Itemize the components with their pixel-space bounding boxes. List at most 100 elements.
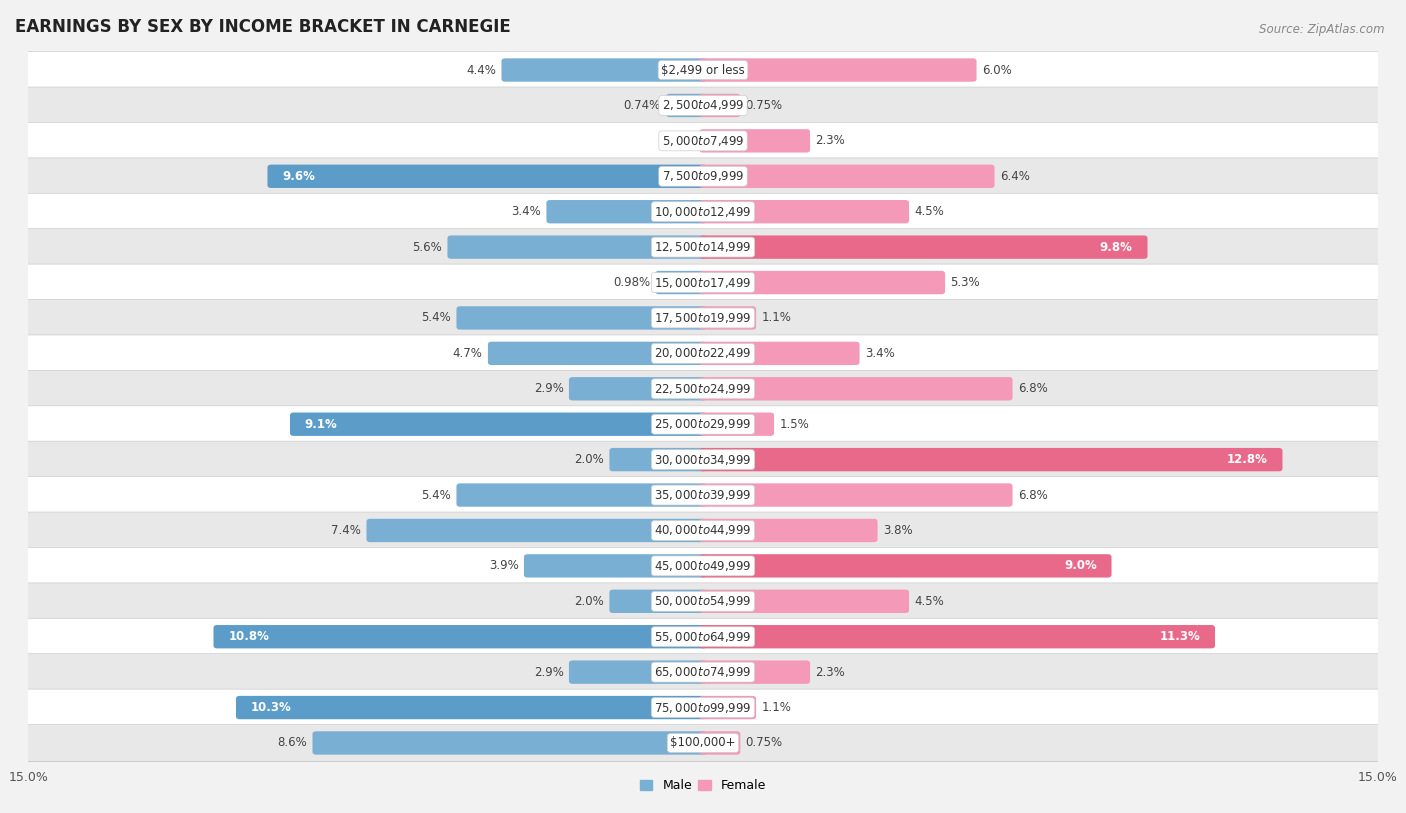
Text: 2.3%: 2.3% xyxy=(815,134,845,147)
Text: $40,000 to $44,999: $40,000 to $44,999 xyxy=(654,524,752,537)
Text: $65,000 to $74,999: $65,000 to $74,999 xyxy=(654,665,752,679)
FancyBboxPatch shape xyxy=(27,158,1379,194)
Text: $45,000 to $49,999: $45,000 to $49,999 xyxy=(654,559,752,573)
Text: $22,500 to $24,999: $22,500 to $24,999 xyxy=(654,382,752,396)
Text: $30,000 to $34,999: $30,000 to $34,999 xyxy=(654,453,752,467)
Text: $17,500 to $19,999: $17,500 to $19,999 xyxy=(654,311,752,325)
FancyBboxPatch shape xyxy=(569,660,707,684)
Text: 11.3%: 11.3% xyxy=(1160,630,1201,643)
Text: 8.6%: 8.6% xyxy=(277,737,307,750)
FancyBboxPatch shape xyxy=(27,547,1379,585)
FancyBboxPatch shape xyxy=(699,448,1282,472)
FancyBboxPatch shape xyxy=(699,696,756,720)
FancyBboxPatch shape xyxy=(236,696,707,720)
Text: $5,000 to $7,499: $5,000 to $7,499 xyxy=(662,134,744,148)
FancyBboxPatch shape xyxy=(27,441,1379,478)
FancyBboxPatch shape xyxy=(27,654,1379,690)
FancyBboxPatch shape xyxy=(457,484,707,506)
FancyBboxPatch shape xyxy=(699,341,859,365)
Text: 5.4%: 5.4% xyxy=(422,311,451,324)
Text: $7,500 to $9,999: $7,500 to $9,999 xyxy=(662,169,744,183)
FancyBboxPatch shape xyxy=(27,123,1379,159)
FancyBboxPatch shape xyxy=(367,519,707,542)
FancyBboxPatch shape xyxy=(27,335,1379,372)
Text: $12,500 to $14,999: $12,500 to $14,999 xyxy=(654,240,752,254)
Text: 9.1%: 9.1% xyxy=(305,418,337,431)
Text: 3.8%: 3.8% xyxy=(883,524,912,537)
FancyBboxPatch shape xyxy=(699,271,945,294)
FancyBboxPatch shape xyxy=(27,264,1379,301)
FancyBboxPatch shape xyxy=(699,412,775,436)
Text: 0.0%: 0.0% xyxy=(669,134,699,147)
Text: 6.0%: 6.0% xyxy=(981,63,1012,76)
FancyBboxPatch shape xyxy=(27,51,1379,89)
Text: $35,000 to $39,999: $35,000 to $39,999 xyxy=(654,488,752,502)
FancyBboxPatch shape xyxy=(699,589,910,613)
FancyBboxPatch shape xyxy=(267,164,707,188)
Text: 4.4%: 4.4% xyxy=(467,63,496,76)
Text: 3.4%: 3.4% xyxy=(865,347,894,360)
FancyBboxPatch shape xyxy=(27,406,1379,442)
FancyBboxPatch shape xyxy=(699,625,1215,649)
Text: EARNINGS BY SEX BY INCOME BRACKET IN CARNEGIE: EARNINGS BY SEX BY INCOME BRACKET IN CAR… xyxy=(14,18,510,36)
Text: 4.5%: 4.5% xyxy=(914,595,945,608)
FancyBboxPatch shape xyxy=(699,519,877,542)
FancyBboxPatch shape xyxy=(27,228,1379,266)
Text: $100,000+: $100,000+ xyxy=(671,737,735,750)
Text: $75,000 to $99,999: $75,000 to $99,999 xyxy=(654,701,752,715)
Text: 2.9%: 2.9% xyxy=(534,666,564,679)
Text: 9.8%: 9.8% xyxy=(1099,241,1133,254)
Text: 7.4%: 7.4% xyxy=(332,524,361,537)
FancyBboxPatch shape xyxy=(447,236,707,259)
FancyBboxPatch shape xyxy=(27,476,1379,514)
Text: $10,000 to $12,499: $10,000 to $12,499 xyxy=(654,205,752,219)
FancyBboxPatch shape xyxy=(457,307,707,329)
Text: 0.74%: 0.74% xyxy=(623,99,661,112)
FancyBboxPatch shape xyxy=(699,164,994,188)
FancyBboxPatch shape xyxy=(609,448,707,472)
FancyBboxPatch shape xyxy=(27,583,1379,620)
FancyBboxPatch shape xyxy=(547,200,707,224)
FancyBboxPatch shape xyxy=(699,484,1012,506)
Text: 5.6%: 5.6% xyxy=(412,241,441,254)
FancyBboxPatch shape xyxy=(27,87,1379,124)
Text: 1.5%: 1.5% xyxy=(779,418,810,431)
Text: $15,000 to $17,499: $15,000 to $17,499 xyxy=(654,276,752,289)
FancyBboxPatch shape xyxy=(699,59,977,82)
Text: 10.8%: 10.8% xyxy=(228,630,269,643)
FancyBboxPatch shape xyxy=(569,377,707,401)
Text: 2.3%: 2.3% xyxy=(815,666,845,679)
Text: $20,000 to $22,499: $20,000 to $22,499 xyxy=(654,346,752,360)
FancyBboxPatch shape xyxy=(27,619,1379,655)
FancyBboxPatch shape xyxy=(27,689,1379,726)
Text: 0.75%: 0.75% xyxy=(745,99,783,112)
Text: 6.8%: 6.8% xyxy=(1018,382,1047,395)
Text: $2,499 or less: $2,499 or less xyxy=(661,63,745,76)
Text: Source: ZipAtlas.com: Source: ZipAtlas.com xyxy=(1260,23,1385,36)
Text: 1.1%: 1.1% xyxy=(762,311,792,324)
Text: 3.4%: 3.4% xyxy=(512,205,541,218)
Text: 1.1%: 1.1% xyxy=(762,701,792,714)
FancyBboxPatch shape xyxy=(214,625,707,649)
Text: 4.5%: 4.5% xyxy=(914,205,945,218)
FancyBboxPatch shape xyxy=(699,93,741,117)
Text: 0.98%: 0.98% xyxy=(613,276,650,289)
Text: 6.4%: 6.4% xyxy=(1000,170,1029,183)
FancyBboxPatch shape xyxy=(312,731,707,754)
Text: 5.3%: 5.3% xyxy=(950,276,980,289)
Text: $50,000 to $54,999: $50,000 to $54,999 xyxy=(654,594,752,608)
FancyBboxPatch shape xyxy=(488,341,707,365)
FancyBboxPatch shape xyxy=(27,193,1379,230)
FancyBboxPatch shape xyxy=(699,377,1012,401)
FancyBboxPatch shape xyxy=(524,554,707,577)
FancyBboxPatch shape xyxy=(699,554,1112,577)
FancyBboxPatch shape xyxy=(502,59,707,82)
Text: 2.9%: 2.9% xyxy=(534,382,564,395)
Text: 0.75%: 0.75% xyxy=(745,737,783,750)
FancyBboxPatch shape xyxy=(699,307,756,329)
FancyBboxPatch shape xyxy=(27,724,1379,762)
Text: 12.8%: 12.8% xyxy=(1227,453,1268,466)
Text: 2.0%: 2.0% xyxy=(574,453,605,466)
FancyBboxPatch shape xyxy=(655,271,707,294)
FancyBboxPatch shape xyxy=(27,299,1379,337)
